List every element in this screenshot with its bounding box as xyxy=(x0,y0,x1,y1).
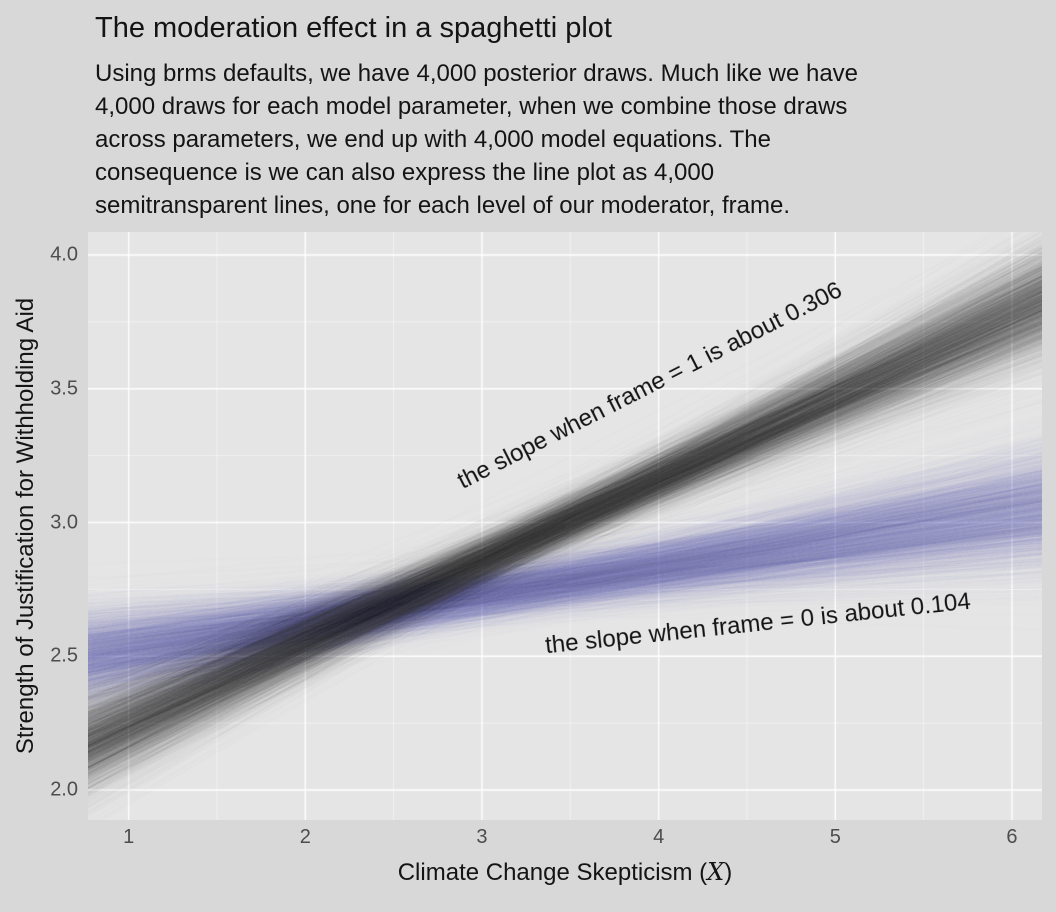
x-tick-label: 5 xyxy=(829,826,841,848)
subtitle-line: consequence is we can also express the l… xyxy=(95,159,715,186)
spaghetti-plot-canvas xyxy=(88,232,1042,820)
x-tick-label: 3 xyxy=(476,826,488,848)
x-tick-label: 4 xyxy=(653,826,665,848)
x-tick-label: 1 xyxy=(123,826,135,848)
y-axis-title: Strength of Justification for Withholdin… xyxy=(12,297,39,755)
x-axis-title-text: Climate Change Skepticism ( xyxy=(397,859,708,886)
x-axis-title: Climate Change Skepticism (X) xyxy=(398,858,733,887)
subtitle-line: Using brms defaults, we have 4,000 poste… xyxy=(95,60,859,87)
x-axis-title-mathvar: X xyxy=(707,858,725,886)
plot-panel: the slope when frame = 1 is about 0.306 … xyxy=(50,232,1042,848)
y-tick-label: 3.5 xyxy=(50,377,78,400)
x-axis-title-text: ) xyxy=(724,859,733,886)
y-tick-label: 3.0 xyxy=(50,511,78,534)
chart-title: The moderation effect in a spaghetti plo… xyxy=(95,12,612,44)
subtitle-line: 4,000 draws for each model parameter, wh… xyxy=(95,93,848,120)
y-tick-label: 2.5 xyxy=(50,644,78,667)
x-tick-label: 2 xyxy=(299,826,311,848)
subtitle-line: semitransparent lines, one for each leve… xyxy=(95,192,791,219)
subtitle-line: across parameters, we end up with 4,000 … xyxy=(95,126,771,153)
x-tick-label: 6 xyxy=(1006,826,1018,848)
y-tick-label: 4.0 xyxy=(50,243,78,266)
chart-subtitle: Using brms defaults, we have 4,000 poste… xyxy=(95,57,858,222)
y-tick-label: 2.0 xyxy=(50,778,78,801)
